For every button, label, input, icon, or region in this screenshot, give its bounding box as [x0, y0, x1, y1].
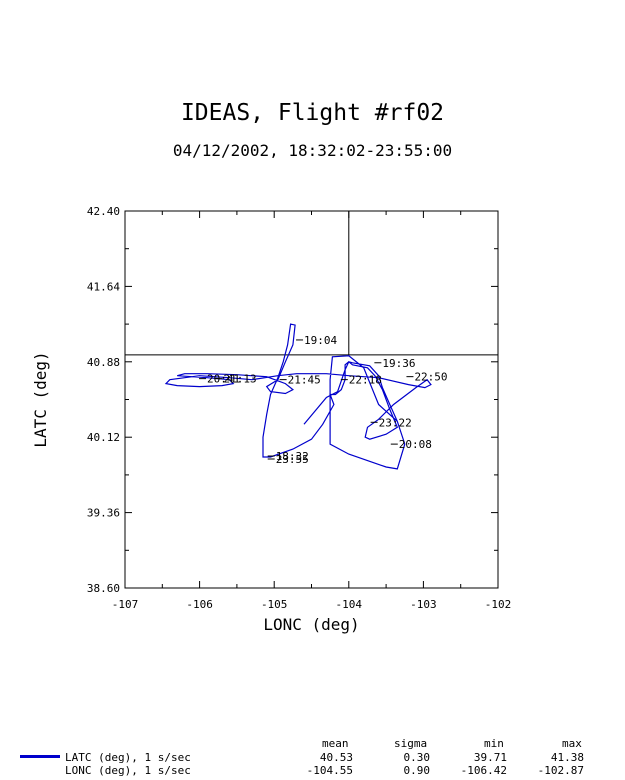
x-tick-label: -105: [261, 598, 288, 611]
chart-subtitle: 04/12/2002, 18:32:02-23:55:00: [172, 141, 453, 160]
stats-row-min: -106.42: [460, 764, 507, 777]
time-label: 20:41: [207, 373, 240, 386]
stats-header-mean: mean: [322, 737, 349, 750]
time-label: 22:50: [414, 371, 447, 384]
legend-line-latc: [20, 755, 60, 758]
time-label: 21:13: [223, 373, 256, 386]
x-tick-label: -102: [485, 598, 512, 611]
series-line-flight-track: [164, 323, 432, 470]
stats-row-mean: -104.55: [306, 764, 353, 777]
x-axis-label: LONC (deg): [263, 615, 359, 634]
x-tick-label: -104: [336, 598, 363, 611]
time-label: 19:04: [304, 334, 337, 347]
y-tick-label: 41.64: [87, 280, 120, 293]
stats-row-sigma: 0.90: [403, 764, 431, 777]
x-tick-label: -107: [112, 598, 139, 611]
y-axis-label: LATC (deg): [31, 351, 50, 447]
time-label: 18:32: [276, 450, 309, 463]
stats-row-label: LATC (deg), 1 s/sec: [65, 751, 191, 764]
time-label: 20:08: [399, 438, 432, 451]
time-label: 23:22: [379, 416, 412, 429]
stats-row-max: 41.38: [550, 751, 584, 764]
y-tick-label: 40.88: [87, 356, 120, 369]
y-tick-label: 39.36: [87, 507, 120, 520]
time-label: 21:45: [288, 374, 321, 387]
stats-row-label: LONC (deg), 1 s/sec: [65, 764, 191, 777]
chart-title: IDEAS, Flight #rf02: [180, 100, 445, 126]
stats-row-mean: 40.53: [319, 751, 353, 764]
time-label: 19:36: [382, 357, 415, 370]
time-label: 22:18: [349, 374, 382, 387]
stats-row-min: 39.71: [473, 751, 507, 764]
stats-header-max: max: [562, 737, 582, 750]
plot-frame: [124, 210, 499, 589]
x-tick-label: -106: [186, 598, 213, 611]
stats-header-sigma: sigma: [394, 737, 428, 750]
stats-row-sigma: 0.30: [403, 751, 431, 764]
y-tick-label: 38.60: [87, 582, 120, 595]
y-tick-label: 42.40: [87, 205, 120, 218]
stats-row-max: -102.87: [537, 764, 584, 777]
stats-header-min: min: [484, 737, 504, 750]
x-tick-label: -103: [410, 598, 437, 611]
y-tick-label: 40.12: [87, 431, 120, 444]
time-label: 23:55: [276, 453, 309, 466]
